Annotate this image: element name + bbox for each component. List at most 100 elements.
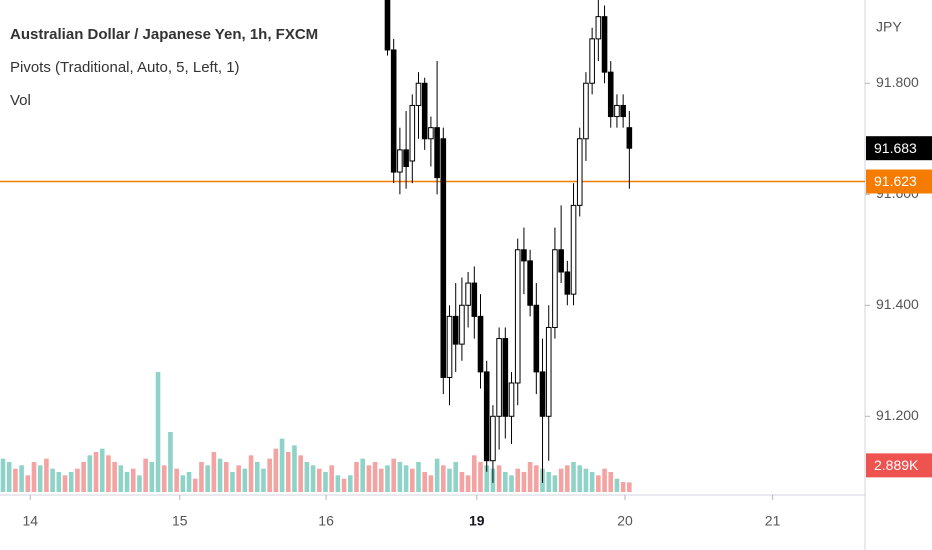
candle-body (626, 127, 633, 149)
candle-body (521, 249, 527, 262)
candle-body (446, 315, 453, 378)
volume-bar (347, 475, 353, 492)
x-tick-label: 19 (469, 513, 485, 529)
candle-body (595, 16, 602, 40)
volume-bar (149, 462, 155, 492)
volume-bar (37, 465, 43, 492)
pivot-price-label-box (866, 169, 932, 194)
candle-body (614, 104, 620, 118)
volume-bar (223, 462, 229, 492)
volume-bar (515, 468, 521, 492)
volume-bar (366, 465, 372, 492)
candle-body (607, 71, 614, 118)
last-price-label: 91.683 (874, 140, 917, 156)
volume-bar (68, 472, 74, 492)
candle-body (508, 382, 515, 417)
candle-body (570, 204, 577, 295)
volume-bar (565, 465, 570, 492)
volume-bar (360, 458, 365, 492)
volume-label: 2.889K (874, 457, 919, 473)
candle-body (496, 338, 502, 417)
candle-body (471, 282, 478, 317)
volume-bar (44, 458, 49, 492)
candle-body (397, 149, 403, 173)
volume-bar (503, 472, 508, 492)
volume-bar (19, 465, 24, 492)
volume-bar (279, 438, 285, 492)
volume-bar (335, 475, 341, 492)
volume-bar (106, 455, 111, 492)
volume-bar (571, 462, 576, 492)
volume-bar (62, 475, 68, 492)
volume-bar (472, 455, 477, 492)
volume-bar (627, 482, 632, 492)
volume-bar (378, 468, 384, 492)
volume-bar (428, 475, 434, 492)
volume-bar (596, 475, 601, 492)
volume-bar (267, 458, 272, 492)
volume-bar (465, 475, 471, 492)
candle-body (620, 104, 626, 118)
candle-body (490, 415, 496, 462)
volume-bar (527, 462, 533, 492)
volume-bar (186, 472, 192, 492)
volume-bar (13, 468, 18, 492)
volume-bar (403, 465, 409, 492)
x-tick-label: 16 (318, 513, 334, 529)
volume-bar (453, 462, 459, 492)
volume-bar (254, 462, 260, 492)
candle-body (403, 149, 409, 168)
volume-bar (217, 458, 223, 492)
pivot-price-label: 91.623 (874, 173, 917, 189)
candle-body (409, 104, 416, 162)
volume-bar (509, 475, 514, 492)
volume-bar (552, 475, 558, 492)
candle-body (452, 315, 459, 345)
candle-body (415, 82, 422, 106)
volume-bar (409, 468, 415, 492)
candle-body (552, 249, 558, 328)
volume-bar (6, 462, 12, 492)
volume-bar (230, 472, 235, 492)
currency-label: JPY (876, 19, 902, 35)
indicator-label: Pivots (Traditional, Auto, 5, Left, 1) (10, 59, 240, 76)
x-tick-label: 14 (22, 513, 38, 529)
candle-body (477, 315, 484, 373)
candle-body (564, 271, 571, 295)
volume-bar (385, 465, 390, 492)
candle-body (601, 16, 608, 73)
volume-bar (161, 465, 167, 492)
volume-bar (558, 468, 564, 492)
volume-bar (174, 468, 179, 492)
volume-bar (124, 472, 130, 492)
symbol-title: Australian Dollar / Japanese Yen, 1h, FX… (10, 26, 318, 43)
volume-bar (608, 472, 614, 492)
volume-bar (50, 468, 55, 492)
volume-bar (285, 452, 291, 492)
y-tick-label: 91.200 (876, 407, 919, 423)
candle-body (421, 82, 428, 140)
volume-bar (298, 455, 303, 492)
volume-bar (118, 465, 124, 492)
volume-bar (168, 432, 173, 492)
candle-body (527, 260, 533, 306)
volume-bar (546, 472, 552, 492)
candle-body (483, 371, 490, 462)
candle-body (558, 249, 564, 273)
volume-bar (397, 462, 403, 492)
volume-bar (304, 462, 310, 492)
candle-body (583, 82, 589, 140)
candle-body (514, 249, 521, 384)
volume-bar (75, 468, 80, 492)
x-tick-label: 20 (617, 513, 633, 529)
candle-body (533, 304, 540, 373)
candle-body (589, 38, 595, 84)
volume-bar (87, 455, 93, 492)
candle-body (465, 282, 471, 306)
volume-bar (372, 462, 378, 492)
volume-bar (422, 472, 427, 492)
volume-bar (316, 468, 322, 492)
volume-bar (341, 478, 347, 492)
